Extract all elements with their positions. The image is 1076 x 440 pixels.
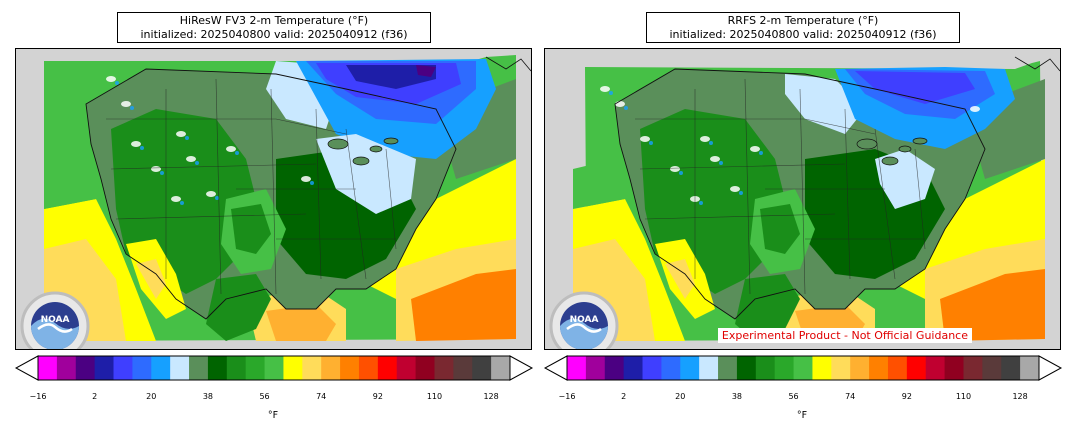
experimental-disclaimer: Experimental Product - Not Official Guid… <box>717 328 972 343</box>
colorbar-tick-label: −16 <box>29 392 47 401</box>
colorbar-swatch <box>661 356 681 380</box>
colorbar-swatch <box>321 356 341 380</box>
colorbar-tick-label: 128 <box>1012 392 1028 401</box>
colorbar-swatch <box>472 356 492 380</box>
right-unit-label: °F <box>796 410 808 421</box>
colorbar-swatch <box>245 356 266 380</box>
colorbar-tick-label: 92 <box>901 392 912 401</box>
colorbar-outline <box>566 355 1040 381</box>
colorbar-swatch <box>434 356 454 380</box>
right-panel-title: RRFS 2-m Temperature (°F) initialized: 2… <box>646 12 960 43</box>
colorbar-swatch <box>75 356 96 380</box>
right-colorbar-ticks: −16 2 20 38 56 74 92 110 128 <box>543 392 1063 404</box>
colorbar-tick-label: 38 <box>731 392 742 401</box>
colorbar-swatch <box>302 356 322 380</box>
colorbar-tick-label: 110 <box>426 392 443 401</box>
colorbar-swatch <box>774 356 795 380</box>
colorbar-swatch <box>415 356 435 380</box>
colorbar-swatch <box>642 356 662 380</box>
colorbar-tick-label: 110 <box>955 392 972 401</box>
colorbar-tick-label: 128 <box>483 392 499 401</box>
left-colorbar-ticks: −16 2 20 38 56 74 92 110 128 <box>14 392 534 404</box>
noaa-logo-text: NOAA <box>41 315 70 325</box>
colorbar-max-extend <box>509 355 534 381</box>
colorbar-tick-label: 20 <box>146 392 157 401</box>
colorbar-swatch <box>887 356 908 380</box>
colorbar-swatch <box>718 356 738 380</box>
right-temperature-map: NOAA Experimental Product - Not Official… <box>544 48 1061 350</box>
right-colorbar <box>543 355 1063 381</box>
colorbar-max-extend <box>1038 355 1063 381</box>
colorbar-swatch <box>113 356 133 380</box>
left-panel-title: HiResW FV3 2-m Temperature (°F) initiali… <box>117 12 431 43</box>
colorbar-tick-label: 92 <box>372 392 383 401</box>
colorbar-swatch <box>1020 356 1040 380</box>
colorbar-swatch <box>793 356 813 380</box>
colorbar-tick-label: 2 <box>621 392 627 401</box>
colorbar-swatch <box>812 356 832 380</box>
colorbar-tick-label: 74 <box>316 392 327 401</box>
colorbar-swatch <box>604 356 625 380</box>
left-colorbar <box>14 355 534 381</box>
colorbar-swatch <box>567 356 587 380</box>
colorbar-swatch <box>56 356 77 380</box>
colorbar-tick-label: 56 <box>259 392 270 401</box>
colorbar-swatch <box>94 356 115 380</box>
right-title-line1: RRFS 2-m Temperature (°F) <box>727 14 879 27</box>
colorbar-swatch <box>755 356 776 380</box>
left-title-line1: HiResW FV3 2-m Temperature (°F) <box>179 14 369 27</box>
colorbar-swatch <box>585 356 606 380</box>
colorbar-min-extend <box>14 355 39 381</box>
right-title-line2: initialized: 2025040800 valid: 202504091… <box>669 28 937 41</box>
colorbar-tick-label: −16 <box>558 392 576 401</box>
colorbar-swatch <box>151 356 171 380</box>
right-temperature-field <box>573 56 1060 341</box>
colorbar-swatch <box>736 356 757 380</box>
colorbar-swatch <box>1001 356 1021 380</box>
left-temperature-map: NOAA <box>15 48 532 350</box>
colorbar-swatch <box>453 356 473 380</box>
left-temperature-field <box>44 55 531 341</box>
colorbar-outline <box>37 355 511 381</box>
colorbar-swatch <box>699 356 719 380</box>
noaa-logo-left: NOAA <box>20 291 90 349</box>
noaa-logo-right: NOAA <box>549 291 619 349</box>
left-title-line2: initialized: 2025040800 valid: 202504091… <box>140 28 408 41</box>
colorbar-swatch <box>906 356 927 380</box>
colorbar-swatch <box>982 356 1002 380</box>
colorbar-tick-label: 56 <box>788 392 799 401</box>
colorbar-tick-label: 2 <box>92 392 98 401</box>
colorbar-swatch <box>132 356 152 380</box>
colorbar-swatch <box>925 356 946 380</box>
colorbar-swatch <box>283 356 303 380</box>
colorbar-swatch <box>207 356 228 380</box>
colorbar-swatch <box>680 356 700 380</box>
colorbar-tick-label: 74 <box>845 392 856 401</box>
colorbar-swatch <box>396 356 417 380</box>
colorbar-swatch <box>264 356 284 380</box>
colorbar-swatch <box>170 356 190 380</box>
colorbar-swatch <box>491 356 511 380</box>
colorbar-swatch <box>850 356 870 380</box>
colorbar-swatch <box>963 356 983 380</box>
colorbar-swatch <box>831 356 851 380</box>
colorbar-swatch <box>944 356 964 380</box>
colorbar-swatch <box>358 356 379 380</box>
colorbar-tick-label: 38 <box>202 392 213 401</box>
colorbar-swatch <box>189 356 209 380</box>
colorbar-swatch <box>226 356 247 380</box>
colorbar-swatch <box>340 356 360 380</box>
colorbar-min-extend <box>543 355 568 381</box>
colorbar-swatch <box>869 356 889 380</box>
colorbar-tick-label: 20 <box>675 392 686 401</box>
colorbar-swatch <box>377 356 398 380</box>
left-unit-label: °F <box>267 410 279 421</box>
colorbar-swatch <box>38 356 58 380</box>
noaa-logo-text: NOAA <box>570 315 599 325</box>
colorbar-swatch <box>623 356 644 380</box>
